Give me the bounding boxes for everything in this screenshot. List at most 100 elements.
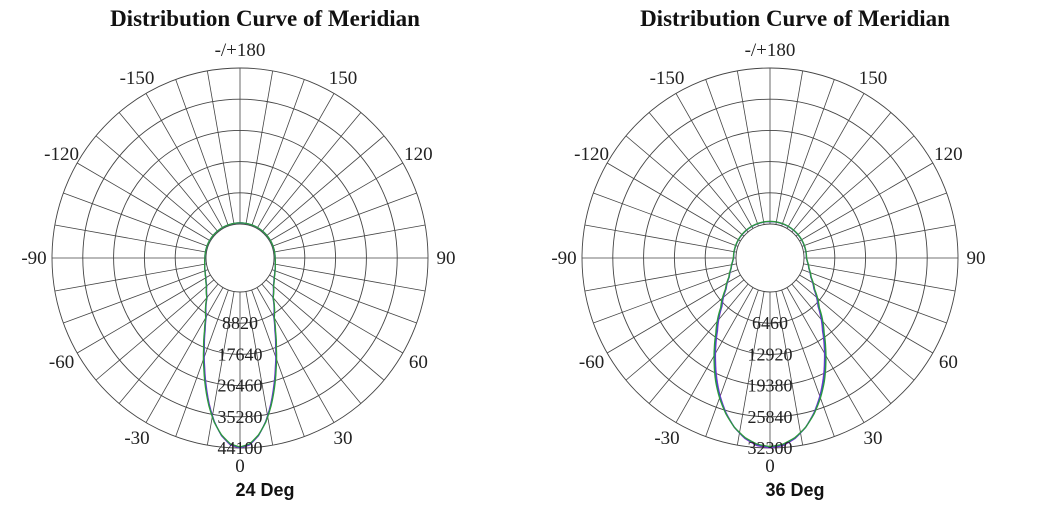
spoke-gridline [795,279,915,381]
spoke-gridline [625,135,745,237]
angle-tick-label: -60 [49,352,74,373]
spoke-gridline [251,289,305,437]
angle-tick-label: 120 [934,144,963,165]
angle-tick-label: -150 [120,68,155,89]
angle-tick-label: -150 [650,68,685,89]
ring-gridline [673,161,867,355]
spoke-gridline [206,291,235,446]
spoke-gridline [269,162,404,242]
angle-tick-label: -60 [579,352,604,373]
spoke-gridline [54,224,207,253]
polar-chart-24deg: 0 30 60 90 120 150 -/+180 -150 -120 -90 -60 -30 8820… [21,40,456,477]
chart-caption: 36 Deg [765,480,825,500]
spoke-gridline [648,112,749,233]
radial-tick-label: 25840 [748,407,793,427]
angle-tick-label: 60 [409,352,428,373]
radial-tick-label: 35280 [218,407,263,427]
spoke-gridline [775,70,804,225]
spoke-gridline [803,224,956,253]
angle-tick-label: 30 [864,428,883,449]
spoke-gridline [775,291,804,446]
radial-tick-label: 8820 [222,313,258,333]
spoke-gridline [76,162,211,242]
angle-tick-label: -/+180 [215,40,266,61]
spoke-gridline [175,79,229,227]
ring-gridline [82,98,398,418]
spoke-gridline [273,224,426,253]
intensity-curve-series-3 [713,220,827,448]
spoke-gridline [593,269,739,324]
spoke-gridline [245,291,274,446]
polar-chart-panel-24deg: Distribution Curve of Meridian 0 30 60 90 12… [0,0,530,520]
spoke-gridline [606,274,741,354]
spoke-gridline [261,283,362,404]
spoke-gridline [76,274,211,354]
spoke-gridline [799,162,934,242]
radial-tick-label: 19380 [748,376,793,396]
spoke-gridline [118,283,219,404]
spoke-gridline [251,79,305,227]
spoke-gridline [271,192,417,247]
chart-title: Distribution Curve of Meridian [640,6,950,31]
polar-chart-36deg: 0 30 60 90 120 150 -/+180 -150 -120 -90 -60 -30 6460… [551,40,986,477]
ring-gridline [612,98,928,418]
spoke-gridline [625,279,745,381]
radial-tick-label: 26460 [218,376,263,396]
angle-tick-label: -30 [124,428,149,449]
spoke-gridline [705,289,759,437]
angle-tick-label: 60 [939,352,958,373]
angle-tick-label: 0 [765,456,775,477]
polar-chart-panel-36deg: Distribution Curve of Meridian 0 30 60 90 12… [530,0,1060,520]
spoke-gridline [145,93,224,229]
angle-tick-label: 150 [859,68,888,89]
spoke-gridline [118,112,219,233]
intensity-curve-series-3 [202,222,278,448]
radial-tick-label: 6460 [752,313,788,333]
spoke-gridline [206,70,235,225]
angle-tick-label: -120 [44,144,79,165]
chart-caption: 24 Deg [235,480,295,500]
spoke-gridline [269,274,404,354]
spoke-gridline [175,289,229,437]
ring-gridline [205,223,275,293]
spoke-gridline [781,289,835,437]
spoke-gridline [271,269,417,324]
angle-tick-label: -120 [574,144,609,165]
angle-tick-label: 90 [437,248,456,269]
spoke-gridline [265,135,385,237]
ring-gridline [174,192,306,324]
spoke-gridline [63,192,209,247]
ring-gridline [643,129,897,387]
spoke-gridline [606,162,741,242]
spoke-gridline [256,287,335,423]
spoke-gridline [799,274,934,354]
spoke-gridline [803,263,956,292]
spoke-gridline [786,93,865,229]
chart-title: Distribution Curve of Meridian [110,6,420,31]
spoke-gridline [736,70,765,225]
spoke-gridline [675,93,754,229]
angle-tick-label: 90 [967,248,986,269]
spoke-gridline [256,93,335,229]
spoke-gridline [648,283,749,404]
spoke-gridline [145,287,224,423]
spoke-gridline [791,112,892,233]
radial-tick-label: 12920 [748,344,793,364]
spoke-gridline [781,79,835,227]
spoke-gridline [795,135,915,237]
angle-tick-label: 150 [329,68,358,89]
ring-gridline [704,192,836,324]
angle-tick-label: -90 [21,248,46,269]
angle-tick-label: 30 [334,428,353,449]
spoke-gridline [63,269,209,324]
radial-tick-label: 17640 [218,344,263,364]
angle-tick-label: -30 [654,428,679,449]
ring-gridline [113,129,367,387]
angle-tick-label: -90 [551,248,576,269]
ring-gridline [143,161,337,355]
spoke-gridline [265,279,385,381]
spoke-gridline [736,291,765,446]
spoke-gridline [791,283,892,404]
spoke-gridline [261,112,362,233]
spoke-gridline [95,279,215,381]
